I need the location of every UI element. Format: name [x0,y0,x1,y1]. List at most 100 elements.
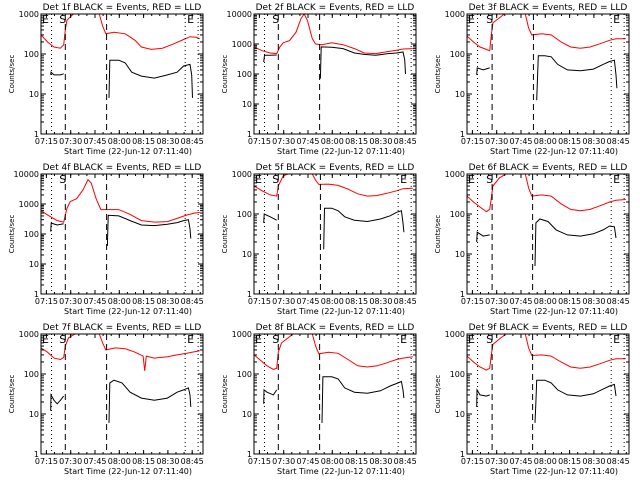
series-line-events [263,207,405,250]
series-line-events [50,214,192,246]
y-tick-label: 100 [24,230,39,239]
y-tick-label: 10 [455,410,465,419]
x-axis-label: Start Time (22-Jun-12 07:11:40) [490,307,618,316]
y-tick-label: 10000 [227,10,252,19]
x-tick-label: 07:45 [83,137,106,146]
x-tick-label: 07:30 [485,457,508,466]
marker-label: E [255,333,262,346]
x-tick-label: 08:15 [345,137,368,146]
panel-title: Det 8f BLACK = Events, RED = LLD [256,323,415,333]
axis-frame [40,333,204,455]
x-tick-label: 07:45 [509,137,532,146]
x-tick-label: 07:15 [461,297,484,306]
y-tick-label: 10 [29,410,39,419]
x-axis-label: Start Time (22-Jun-12 07:11:40) [64,307,192,316]
marker-label: E [255,173,262,186]
x-tick-label: 07:45 [83,457,106,466]
panel-title: Det 2f BLACK = Events, RED = LLD [256,3,415,13]
x-tick-label: 08:45 [181,297,204,306]
series-line-events [476,55,618,101]
marker-label: S [272,173,279,186]
axis-frame [466,173,630,295]
marker-label: E [187,13,194,26]
y-tick-label: 1000 [232,40,252,49]
marker-label: E [400,173,407,186]
y-tick-label: 1 [247,130,252,139]
x-tick-label: 08:30 [156,137,179,146]
x-tick-label: 08:30 [582,457,605,466]
x-tick-label: 07:15 [248,137,271,146]
y-tick-label: 100 [237,370,252,379]
marker-label: S [486,13,493,26]
x-tick-label: 07:45 [83,297,106,306]
x-axis-label: Start Time (22-Jun-12 07:11:40) [64,147,192,156]
y-tick-label: 10 [29,90,39,99]
x-tick-label: 07:30 [59,297,82,306]
x-tick-label: 08:15 [132,297,155,306]
x-tick-label: 08:15 [558,137,581,146]
x-tick-label: 08:30 [582,297,605,306]
series-line-lld [254,174,413,197]
y-tick-label: 10000 [14,170,39,179]
y-tick-label: 1 [34,450,39,459]
series-group [41,14,200,98]
x-tick-label: 08:15 [132,137,155,146]
y-tick-label: 10 [242,410,252,419]
x-axis-label: Start Time (22-Jun-12 07:11:40) [64,467,192,476]
x-tick-label: 07:15 [248,457,271,466]
series-line-events [476,379,617,423]
x-tick-label: 08:15 [558,457,581,466]
x-tick-label: 07:15 [35,137,58,146]
panel-title: Det 1f BLACK = Events, RED = LLD [43,3,202,13]
x-tick-label: 07:30 [272,457,295,466]
series-line-events [50,379,192,423]
series-group [41,334,200,423]
y-tick-label: 100 [24,370,39,379]
series-line-lld [467,174,626,213]
x-tick-label: 08:00 [534,457,557,466]
marker-label: E [468,333,475,346]
series-line-lld [467,334,626,371]
x-tick-label: 08:45 [181,137,204,146]
x-tick-label: 08:00 [108,137,131,146]
marker-label: E [468,173,475,186]
y-tick-label: 1000 [445,330,465,339]
series-line-lld [41,14,200,50]
y-tick-label: 100 [450,370,465,379]
y-tick-label: 1 [247,290,252,299]
marker-label: E [42,13,49,26]
x-tick-label: 07:30 [272,297,295,306]
y-tick-label: 1 [460,450,465,459]
series-group [254,334,413,423]
marker-label: E [42,333,49,346]
panel-title: Det 9f BLACK = Events, RED = LLD [469,323,628,333]
x-tick-label: 07:30 [485,137,508,146]
series-line-lld [41,334,200,371]
x-tick-label: 08:00 [534,137,557,146]
x-tick-label: 08:45 [607,457,630,466]
marker-label: S [59,333,66,346]
series-line-events [50,59,193,98]
x-tick-label: 07:30 [272,137,295,146]
marker-label: S [272,333,279,346]
series-line-events [263,46,406,79]
panel-title: Det 5f BLACK = Events, RED = LLD [256,163,415,173]
x-tick-label: 07:45 [509,457,532,466]
x-tick-label: 07:15 [35,457,58,466]
y-axis-label: Counts/sec [221,55,229,94]
series-line-lld [467,14,626,52]
y-tick-label: 1000 [19,200,39,209]
x-tick-label: 07:45 [296,457,319,466]
y-tick-label: 1000 [19,330,39,339]
x-tick-label: 08:30 [156,457,179,466]
x-tick-label: 07:15 [461,137,484,146]
panel-title: Det 7f BLACK = Events, RED = LLD [43,323,202,333]
y-tick-label: 10 [455,250,465,259]
x-tick-label: 07:45 [296,297,319,306]
